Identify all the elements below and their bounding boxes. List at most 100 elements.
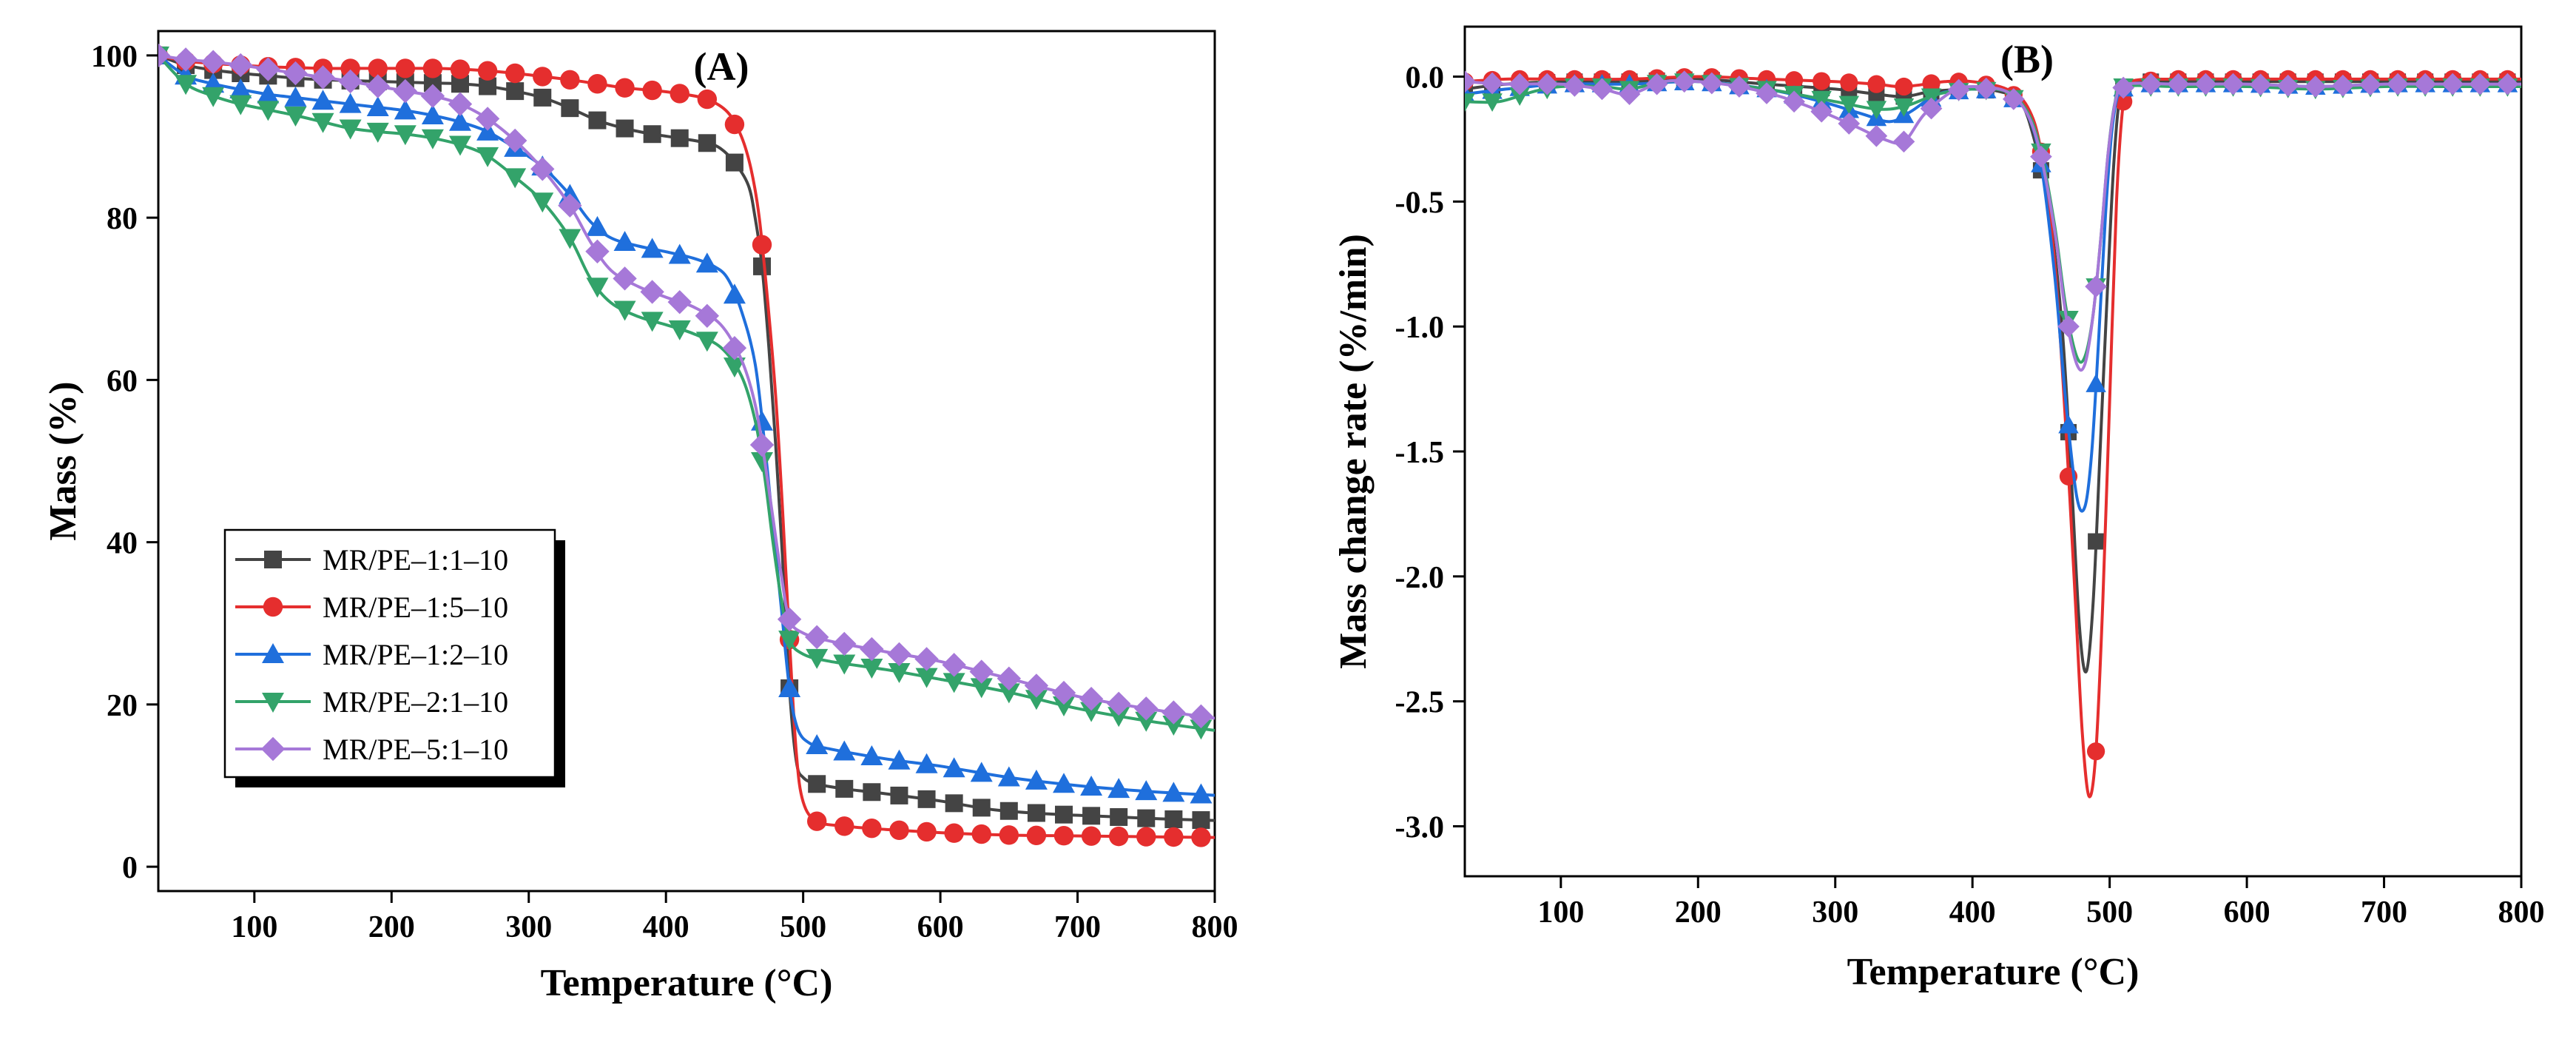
series-marker bbox=[1137, 809, 1156, 827]
series-marker bbox=[616, 119, 634, 138]
series-marker bbox=[339, 93, 362, 113]
series-marker bbox=[778, 676, 801, 697]
series-marker bbox=[448, 92, 473, 116]
series-marker bbox=[1482, 93, 1503, 112]
panel-a-y-axis-title: Mass (%) bbox=[42, 381, 84, 540]
series-marker bbox=[311, 90, 334, 110]
series-marker bbox=[724, 114, 745, 135]
series-marker bbox=[1135, 780, 1158, 801]
series-marker bbox=[283, 61, 308, 86]
series-marker bbox=[311, 112, 334, 133]
series-marker bbox=[1190, 783, 1213, 804]
series-marker bbox=[889, 820, 909, 840]
series-marker bbox=[1134, 696, 1159, 721]
x-tick-label: 400 bbox=[643, 910, 689, 944]
series-marker bbox=[613, 266, 637, 291]
series-marker bbox=[2276, 74, 2299, 97]
series-marker bbox=[1053, 773, 1075, 793]
series-marker bbox=[311, 65, 335, 90]
series-marker bbox=[862, 819, 882, 839]
series-marker bbox=[1162, 716, 1185, 736]
series-marker bbox=[1107, 707, 1130, 728]
series-marker bbox=[2332, 74, 2354, 97]
panel-a-y-axis-ticks: 0 20 40 60 80 100 bbox=[91, 40, 158, 885]
series-marker bbox=[1191, 827, 1211, 847]
series-marker bbox=[368, 58, 388, 78]
series-marker bbox=[1866, 101, 1887, 120]
series-marker bbox=[339, 119, 362, 140]
series-marker bbox=[2304, 75, 2327, 98]
legend-item: MR/PE–1:1–10 bbox=[235, 543, 508, 577]
series-marker bbox=[806, 648, 829, 669]
series-marker bbox=[890, 786, 908, 804]
series-marker bbox=[2030, 145, 2052, 168]
series-marker bbox=[2469, 73, 2492, 95]
series-marker bbox=[970, 678, 993, 699]
x-tick-label: 700 bbox=[1054, 910, 1101, 944]
series-marker bbox=[2002, 88, 2025, 110]
series-marker bbox=[1027, 804, 1045, 822]
legend-label: MR/PE–2:1–10 bbox=[323, 685, 508, 719]
series-marker bbox=[997, 766, 1020, 787]
series-marker bbox=[2496, 73, 2519, 95]
series-marker bbox=[777, 607, 802, 631]
series-marker bbox=[753, 257, 771, 275]
series-marker bbox=[175, 75, 198, 95]
series-marker bbox=[860, 745, 883, 766]
series-marker bbox=[752, 235, 772, 255]
series-marker bbox=[917, 790, 936, 808]
x-tick-label: 800 bbox=[1192, 910, 1238, 944]
series-marker bbox=[1192, 811, 1210, 830]
series-marker bbox=[1136, 827, 1156, 847]
series-marker bbox=[723, 357, 746, 378]
series-marker bbox=[2441, 73, 2464, 95]
x-tick-label: 100 bbox=[1537, 896, 1584, 930]
y-tick-label: 0.0 bbox=[1406, 61, 1445, 95]
series-marker bbox=[1106, 691, 1131, 716]
series-marker bbox=[585, 239, 610, 264]
series-marker bbox=[531, 192, 554, 213]
series-marker bbox=[476, 147, 499, 167]
series-marker bbox=[670, 129, 689, 147]
series-marker bbox=[1162, 782, 1185, 802]
series-marker bbox=[366, 96, 389, 117]
series-marker bbox=[504, 168, 527, 189]
series-line bbox=[1465, 78, 2521, 372]
series-marker bbox=[613, 231, 636, 252]
series-marker bbox=[1922, 74, 1941, 93]
series-marker bbox=[450, 59, 471, 79]
panel-a-x-axis-ticks: 100 200 300 400 500 600 700 800 bbox=[231, 891, 1238, 944]
series-marker bbox=[695, 332, 718, 352]
series-marker bbox=[971, 824, 991, 844]
panel-b-plot-area bbox=[1465, 68, 2521, 799]
series-marker bbox=[449, 110, 471, 131]
series-marker bbox=[2057, 315, 2080, 338]
series-marker bbox=[670, 84, 689, 104]
series-marker bbox=[778, 631, 801, 651]
series-marker bbox=[2114, 93, 2133, 111]
panel-b-rate-chart: 100 200 300 400 500 600 700 800 0.0 -0.5 -1.0 -1.5… bbox=[1332, 25, 2545, 993]
series-marker bbox=[1673, 70, 1696, 93]
x-tick-label: 500 bbox=[780, 910, 826, 944]
series-marker bbox=[559, 229, 581, 249]
y-tick-label: 100 bbox=[91, 40, 138, 74]
series-marker bbox=[1051, 680, 1076, 705]
x-tick-label: 100 bbox=[231, 910, 277, 944]
series-marker bbox=[2387, 73, 2409, 95]
series-marker bbox=[1895, 77, 1913, 96]
series-marker bbox=[257, 101, 280, 121]
legend-label: MR/PE–1:2–10 bbox=[323, 638, 508, 671]
series-marker bbox=[887, 642, 911, 667]
series-marker bbox=[697, 89, 718, 110]
legend-label: MR/PE–1:1–10 bbox=[323, 543, 508, 577]
series-marker bbox=[944, 823, 964, 843]
x-tick-label: 600 bbox=[2224, 896, 2270, 930]
series-line bbox=[1465, 79, 2521, 364]
series-marker bbox=[1164, 810, 1183, 828]
series-marker bbox=[2058, 414, 2079, 434]
series-marker bbox=[806, 734, 829, 755]
legend-item: MR/PE–1:5–10 bbox=[235, 591, 508, 624]
legend-marker bbox=[262, 643, 284, 663]
series-marker bbox=[2086, 742, 2105, 761]
series-marker bbox=[421, 104, 444, 125]
